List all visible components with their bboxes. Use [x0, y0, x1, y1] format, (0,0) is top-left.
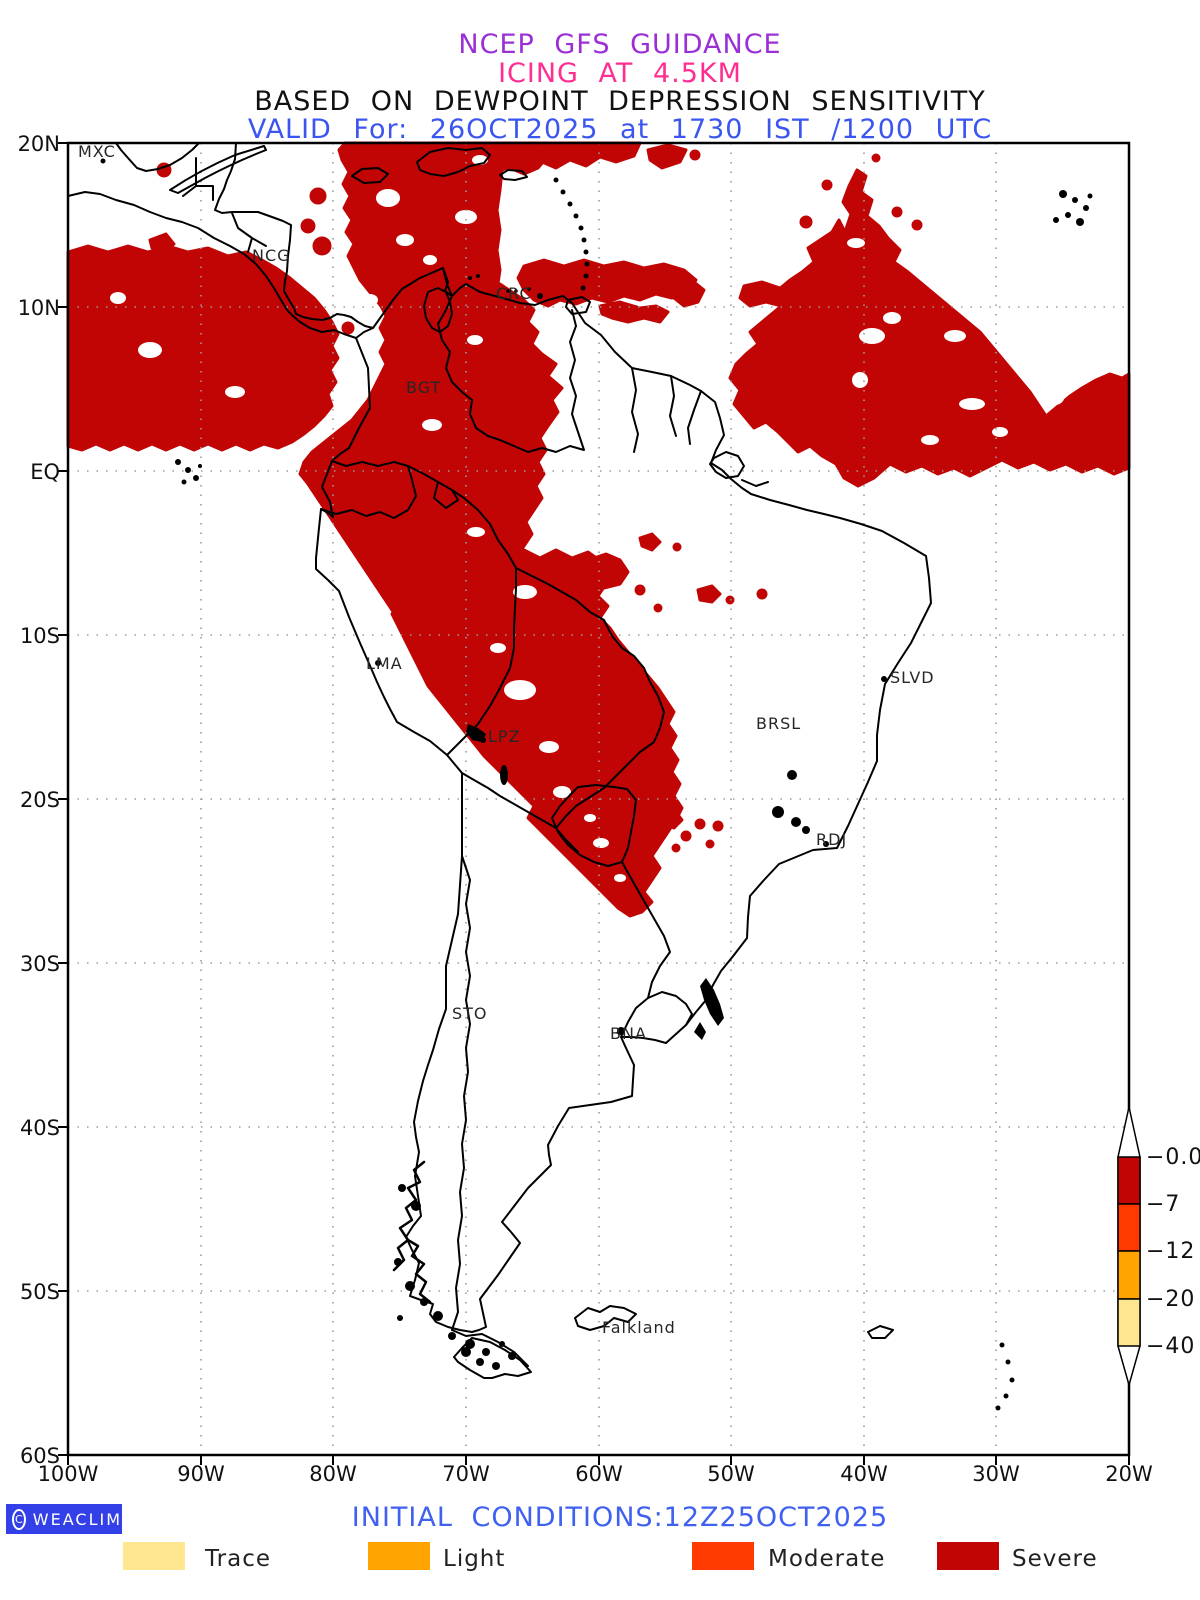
lon-tick-30w: 30W — [972, 1462, 1020, 1486]
weaclim-watermark: C WEACLIM — [6, 1504, 122, 1534]
city-label-rdj: RDJ — [816, 830, 848, 849]
title-model: NCEP GFS GUIDANCE — [458, 29, 782, 60]
legend-label-moderate: Moderate — [768, 1546, 886, 1572]
legend-swatch-severe — [937, 1542, 999, 1570]
colorbar-tick-0: −0.01 — [1146, 1145, 1200, 1170]
title-product: ICING AT 4.5KM — [498, 58, 742, 89]
copyright-icon: C — [12, 1508, 26, 1530]
lat-tick-10n: 10N — [17, 296, 60, 320]
legend-swatch-light — [368, 1542, 430, 1570]
city-label-lpz: LPZ — [488, 727, 521, 746]
islands-lakes — [100, 158, 1093, 1411]
city-label-mxc: MXC — [78, 142, 116, 161]
lon-tick-40w: 40W — [840, 1462, 888, 1486]
city-label-brsl: BRSL — [756, 714, 802, 733]
lon-tick-100w: 100W — [37, 1462, 99, 1486]
legend-swatch-trace — [123, 1542, 185, 1570]
lat-tick-40s: 40S — [19, 1116, 60, 1140]
icing-region-holes — [110, 155, 1065, 882]
colorbar-segment-trace — [1117, 1298, 1141, 1347]
lon-tick-70w: 70W — [442, 1462, 490, 1486]
city-label-ncg: NCG — [252, 246, 291, 265]
lon-tick-60w: 60W — [575, 1462, 623, 1486]
colorbar-segment-light — [1117, 1250, 1141, 1300]
initial-conditions: INITIAL CONDITIONS:12Z25OCT2025 — [351, 1502, 889, 1533]
colorbar-segment-severe — [1117, 1156, 1141, 1205]
legend-label-trace: Trace — [205, 1546, 272, 1572]
lat-tick-20s: 20S — [19, 788, 60, 812]
lon-tick-90w: 90W — [177, 1462, 225, 1486]
weaclim-brand: WEACLIM — [32, 1509, 122, 1529]
graticule — [68, 143, 1129, 1455]
colorbar-tick-1: −7 — [1146, 1192, 1181, 1217]
lon-tick-50w: 50W — [707, 1462, 755, 1486]
city-label-falkland: Falkland — [602, 1318, 676, 1337]
city-label-slvd: SLVD — [890, 668, 935, 687]
colorbar-segment-moderate — [1117, 1203, 1141, 1252]
lat-tick-eq: EQ — [30, 460, 60, 484]
colorbar-tick-3: −20 — [1146, 1287, 1196, 1312]
lon-tick-80w: 80W — [309, 1462, 357, 1486]
legend-swatch-moderate — [692, 1542, 754, 1570]
city-label-bgt: BGT — [406, 378, 442, 397]
city-label-sto: STO — [452, 1004, 488, 1023]
lat-tick-10s: 10S — [19, 624, 60, 648]
map-frame — [58, 141, 1131, 1465]
city-label-crc: CRC — [496, 284, 532, 303]
lat-tick-30s: 30S — [19, 952, 60, 976]
lon-tick-20w: 20W — [1105, 1462, 1153, 1486]
legend-label-severe: Severe — [1012, 1546, 1098, 1572]
colorbar-tick-2: −12 — [1146, 1239, 1196, 1264]
lat-tick-60s: 60S — [19, 1444, 60, 1468]
city-label-bna: BNA — [610, 1024, 647, 1043]
lat-tick-50s: 50S — [19, 1280, 60, 1304]
city-label-lma: LMA — [366, 654, 403, 673]
lat-tick-20n: 20N — [17, 132, 60, 156]
title-method: BASED ON DEWPOINT DEPRESSION SENSITIVITY — [254, 86, 986, 117]
colorbar-tick-4: −40 — [1146, 1334, 1196, 1359]
icing-severe-regions — [66, 141, 1131, 918]
legend-label-light: Light — [443, 1546, 506, 1572]
colorbar — [1117, 1106, 1141, 1388]
title-valid-time: VALID For: 26OCT2025 at 1730 IST /1200 U… — [247, 114, 993, 145]
